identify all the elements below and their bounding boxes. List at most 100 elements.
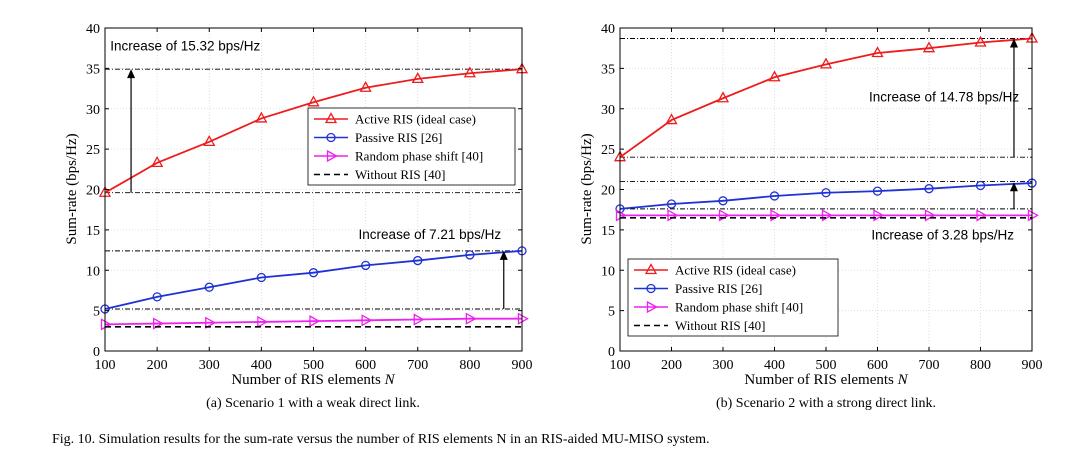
x-tick-label: 200 [147,358,168,373]
y-tick-label: 5 [93,305,100,320]
x-tick-label: 900 [1022,358,1043,373]
legend: Active RIS (ideal case) Passive RIS [26] R… [627,258,839,337]
data-point [309,315,321,328]
x-tick-label: 800 [459,358,480,373]
y-tick-label: 5 [608,305,615,320]
y-tick-label: 0 [93,345,100,360]
y-tick-label: 40 [86,22,100,37]
x-axis-label: Number of RIS elements N [231,372,395,388]
x-tick-label: 400 [764,358,785,373]
legend-marker [324,112,338,124]
subplot-caption: (b) Scenario 2 with a strong direct link… [716,396,936,411]
y-tick-label: 10 [601,264,615,279]
data-point [465,312,477,325]
series-random-phase-shift-40 [615,209,1039,222]
x-tick-label: 500 [816,358,837,373]
x-axis-label: Number of RIS elements N [744,372,908,388]
legend-label: Active RIS (ideal case) [675,263,796,278]
series-line [619,182,1033,210]
data-point [924,184,934,194]
annotation-arrowhead [127,69,136,79]
figure-caption: Fig. 10. Simulation results for the sum-… [52,432,710,447]
y-tick-label: 40 [601,22,615,37]
y-tick-label: 30 [601,103,615,118]
data-point [152,292,162,302]
data-point [716,91,730,103]
x-tick-label: 400 [251,358,272,373]
chart-scenario-2: Increase of 14.78 bps/Hz Increase of 3.28… [579,22,1043,411]
legend-label: Passive RIS [26] [355,130,442,145]
data-point [718,196,728,206]
y-tick-label: 10 [86,264,100,279]
series-passive-ris-26 [615,178,1037,214]
legend-marker [644,263,658,275]
legend-marker [646,283,656,294]
series-line [104,317,522,326]
data-point [255,111,268,123]
y-tick-label: 20 [86,184,100,199]
legend-marker [646,300,658,314]
data-point [821,209,833,222]
annotation-label: Increase of 14.78 bps/Hz [869,89,1019,104]
series-line [104,249,523,310]
data-point [871,46,884,58]
data-point [413,313,425,326]
data-point [1027,209,1039,222]
data-point [872,186,883,196]
legend-marker [326,149,338,163]
legend-label: Passive RIS [26] [675,281,762,296]
y-tick-label: 15 [86,224,100,239]
legend-label: Active RIS (ideal case) [355,112,476,127]
y-tick-label: 15 [601,224,615,239]
x-tick-label: 900 [512,358,533,373]
chart-scenario-1: Increase of 15.32 bps/Hz Increase of 7.21… [64,22,533,411]
x-tick-label: 700 [919,358,940,373]
x-tick-label: 300 [199,358,220,373]
x-tick-label: 100 [610,358,631,373]
data-point [665,113,678,125]
data-point [873,209,885,222]
grid [104,27,523,352]
data-point [359,80,372,92]
annotation-label: Increase of 7.21 bps/Hz [359,227,502,242]
data-point [666,199,677,209]
y-tick-label: 30 [86,103,100,118]
y-tick-label: 20 [601,184,615,199]
x-tick-label: 600 [867,358,888,373]
data-point [360,260,371,271]
annotation-label: Increase of 15.32 bps/Hz [110,39,260,54]
data-point [307,95,320,107]
x-tick-label: 600 [355,358,376,373]
legend-label: Without RIS [40] [355,167,445,182]
series-active-ris-ideal-case [613,31,1039,162]
legend-label: Random phase shift [40] [355,149,483,164]
data-point [974,35,987,47]
y-axis-label: Sum-rate (bps/Hz) [579,133,595,244]
series-line [104,68,523,194]
legend-label: Random phase shift [40] [675,300,803,315]
subplot-caption: (a) Scenario 1 with a weak direct link. [206,396,420,411]
data-point [205,316,217,329]
data-point [203,135,216,147]
data-point [204,282,214,292]
data-point [769,191,780,201]
y-tick-label: 0 [608,345,615,360]
x-tick-label: 300 [713,358,734,373]
x-tick-label: 100 [95,358,116,373]
y-axis-label: Sum-rate (bps/Hz) [64,133,80,244]
data-point [256,272,267,283]
x-tick-label: 200 [661,358,682,373]
y-tick-label: 35 [86,62,100,77]
legend-box [627,258,839,337]
annotation-arrowhead [1009,182,1018,192]
y-tick-label: 35 [601,62,615,77]
data-point [465,250,475,260]
legend-marker [326,132,336,143]
data-point [463,66,476,78]
data-point [151,156,164,168]
x-tick-label: 800 [970,358,991,373]
data-point [517,312,529,325]
series-line [619,37,1033,158]
annotation-arrowhead [1009,38,1018,48]
